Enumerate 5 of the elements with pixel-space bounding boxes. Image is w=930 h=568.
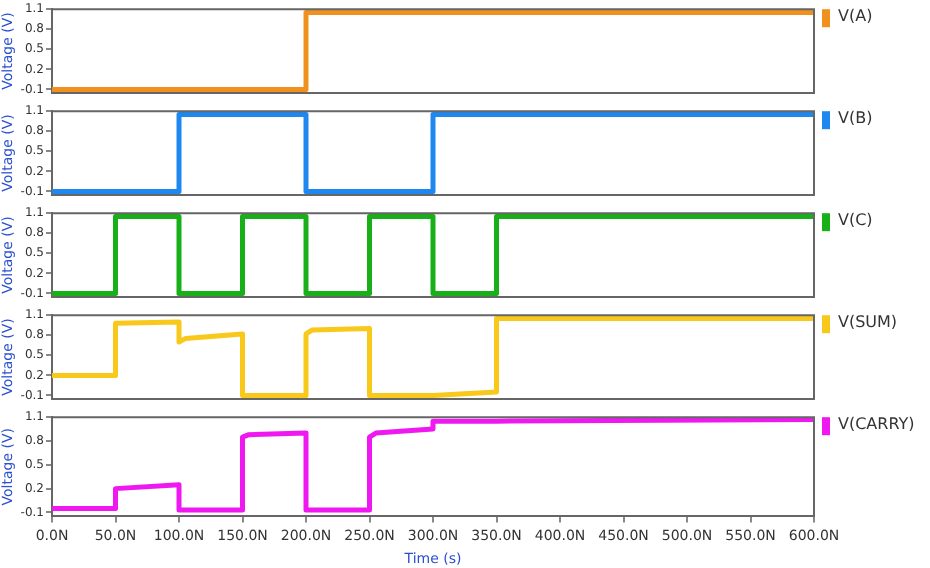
legend-label: V(A) — [838, 7, 873, 26]
legend-label: V(B) — [838, 109, 873, 128]
legend-label: V(SUM) — [838, 313, 898, 332]
legend-label: V(C) — [838, 211, 873, 230]
legend-label: V(CARRY) — [838, 415, 915, 434]
